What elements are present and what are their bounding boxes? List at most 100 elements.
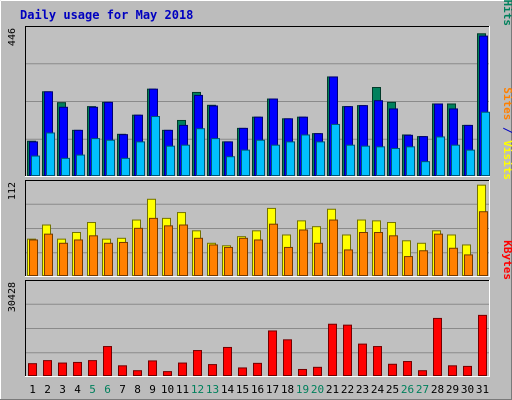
day-label-28: 28: [431, 383, 444, 396]
panel-kbytes: 30428 KBytes: [7, 240, 512, 377]
bar-kbytes-day-3: [58, 362, 67, 376]
bar-pages-day-20: [316, 141, 325, 177]
bar-kbytes-day-14: [223, 346, 232, 376]
bar-pages-day-17: [271, 144, 280, 176]
day-label-17: 17: [266, 383, 279, 396]
bar-kbytes-day-7: [118, 365, 127, 376]
bar-pages-day-16: [256, 139, 265, 177]
bar-pages-day-21: [331, 123, 340, 176]
bar-sites-day-25: [389, 235, 398, 276]
day-label-4: 4: [74, 383, 81, 396]
bar-sites-day-7: [119, 241, 128, 276]
bar-pages-day-5: [91, 138, 100, 176]
chart-panels: 446 Pages / Files / Hits 112 Sites / Visits…: [7, 0, 512, 377]
day-label-26: 26: [401, 383, 414, 396]
day-label-24: 24: [371, 383, 385, 396]
bar-kbytes-day-6: [103, 346, 112, 377]
bar-kbytes-day-31: [478, 314, 487, 377]
bar-kbytes-day-22: [343, 324, 352, 376]
series-sites: [29, 211, 488, 277]
bar-pages-day-25: [391, 147, 400, 176]
bar-kbytes-day-8: [133, 370, 142, 376]
bar-pages-day-23: [361, 145, 370, 176]
bar-pages-day-15: [241, 149, 250, 177]
bar-sites-day-6: [104, 242, 113, 277]
bar-sites-day-15: [239, 237, 248, 277]
bar-kbytes-day-25: [388, 363, 397, 376]
bar-sites-day-28: [434, 233, 443, 276]
bar-sites-day-27: [419, 250, 428, 276]
bar-sites-day-29: [449, 247, 458, 276]
legend-visits-sites: Sites / Visits: [501, 87, 512, 180]
bar-pages-day-12: [196, 128, 205, 177]
legend-entry: Sites: [501, 87, 512, 120]
bar-pages-day-30: [466, 149, 475, 177]
bar-sites-day-16: [254, 239, 263, 276]
day-label-5: 5: [89, 383, 96, 396]
bar-kbytes-day-19: [298, 368, 307, 376]
bar-kbytes-day-24: [373, 346, 382, 377]
bar-pages-day-18: [286, 141, 295, 177]
day-label-8: 8: [134, 383, 141, 396]
bar-sites-day-26: [404, 256, 413, 277]
bar-kbytes-day-29: [448, 365, 457, 376]
bar-kbytes-day-1: [28, 363, 37, 377]
day-label-1: 1: [29, 383, 36, 396]
bar-pages-day-3: [61, 157, 70, 176]
series-pages: [31, 111, 490, 177]
chart-title: Daily usage for May 2018: [20, 8, 193, 22]
bar-kbytes-day-27: [418, 370, 427, 376]
day-label-27: 27: [416, 383, 429, 396]
day-label-6: 6: [104, 383, 111, 396]
day-label-30: 30: [461, 383, 474, 396]
bar-pages-day-27: [421, 161, 430, 177]
day-label-31: 31: [476, 383, 489, 396]
bar-pages-day-31: [481, 111, 490, 176]
bar-pages-day-7: [121, 157, 130, 176]
bar-sites-day-13: [209, 244, 218, 276]
bar-pages-day-8: [136, 141, 145, 177]
y-axis-max-label: 30428: [7, 282, 18, 312]
day-label-23: 23: [356, 383, 369, 396]
bar-kbytes-day-11: [178, 362, 187, 376]
legend-hits-files-pages: Pages / Files / Hits: [501, 0, 512, 26]
bar-sites-day-11: [179, 224, 188, 276]
day-label-14: 14: [221, 383, 235, 396]
bar-sites-day-3: [59, 242, 68, 277]
bar-kbytes-day-28: [433, 317, 442, 377]
legend-kbytes: KBytes: [501, 240, 512, 280]
bar-kbytes-day-30: [463, 365, 472, 377]
legend-entry: KBytes: [501, 240, 512, 280]
bar-kbytes-day-21: [328, 323, 337, 376]
bar-pages-day-2: [46, 132, 55, 176]
bar-pages-day-1: [31, 155, 40, 176]
bar-pages-day-24: [376, 146, 385, 176]
day-label-11: 11: [176, 383, 189, 396]
bar-sites-day-30: [464, 254, 473, 277]
bar-sites-day-31: [479, 211, 488, 277]
bar-kbytes-day-5: [88, 360, 97, 377]
bar-kbytes-day-18: [283, 339, 292, 376]
bar-sites-day-8: [134, 227, 143, 276]
bar-pages-day-26: [406, 146, 415, 176]
y-axis-max-label: 446: [7, 28, 18, 46]
bar-sites-day-17: [269, 223, 278, 276]
y-axis-max-label: 112: [7, 182, 18, 200]
legend-entry: Hits: [501, 0, 512, 26]
day-label-2: 2: [44, 383, 51, 396]
bar-sites-day-2: [44, 233, 53, 276]
bar-sites-day-12: [194, 237, 203, 277]
day-label-21: 21: [326, 383, 339, 396]
bar-pages-day-22: [346, 144, 355, 176]
bar-kbytes-day-10: [163, 371, 172, 377]
day-label-19: 19: [296, 383, 309, 396]
day-label-15: 15: [236, 383, 249, 396]
bar-kbytes-day-16: [253, 362, 262, 377]
bar-pages-day-4: [76, 154, 85, 176]
bar-kbytes-day-17: [268, 330, 277, 377]
legend-entry: Visits: [501, 140, 512, 180]
bar-sites-day-23: [359, 231, 368, 277]
bar-kbytes-day-9: [148, 360, 157, 377]
bar-sites-day-19: [299, 229, 308, 276]
bar-pages-day-14: [226, 156, 235, 176]
